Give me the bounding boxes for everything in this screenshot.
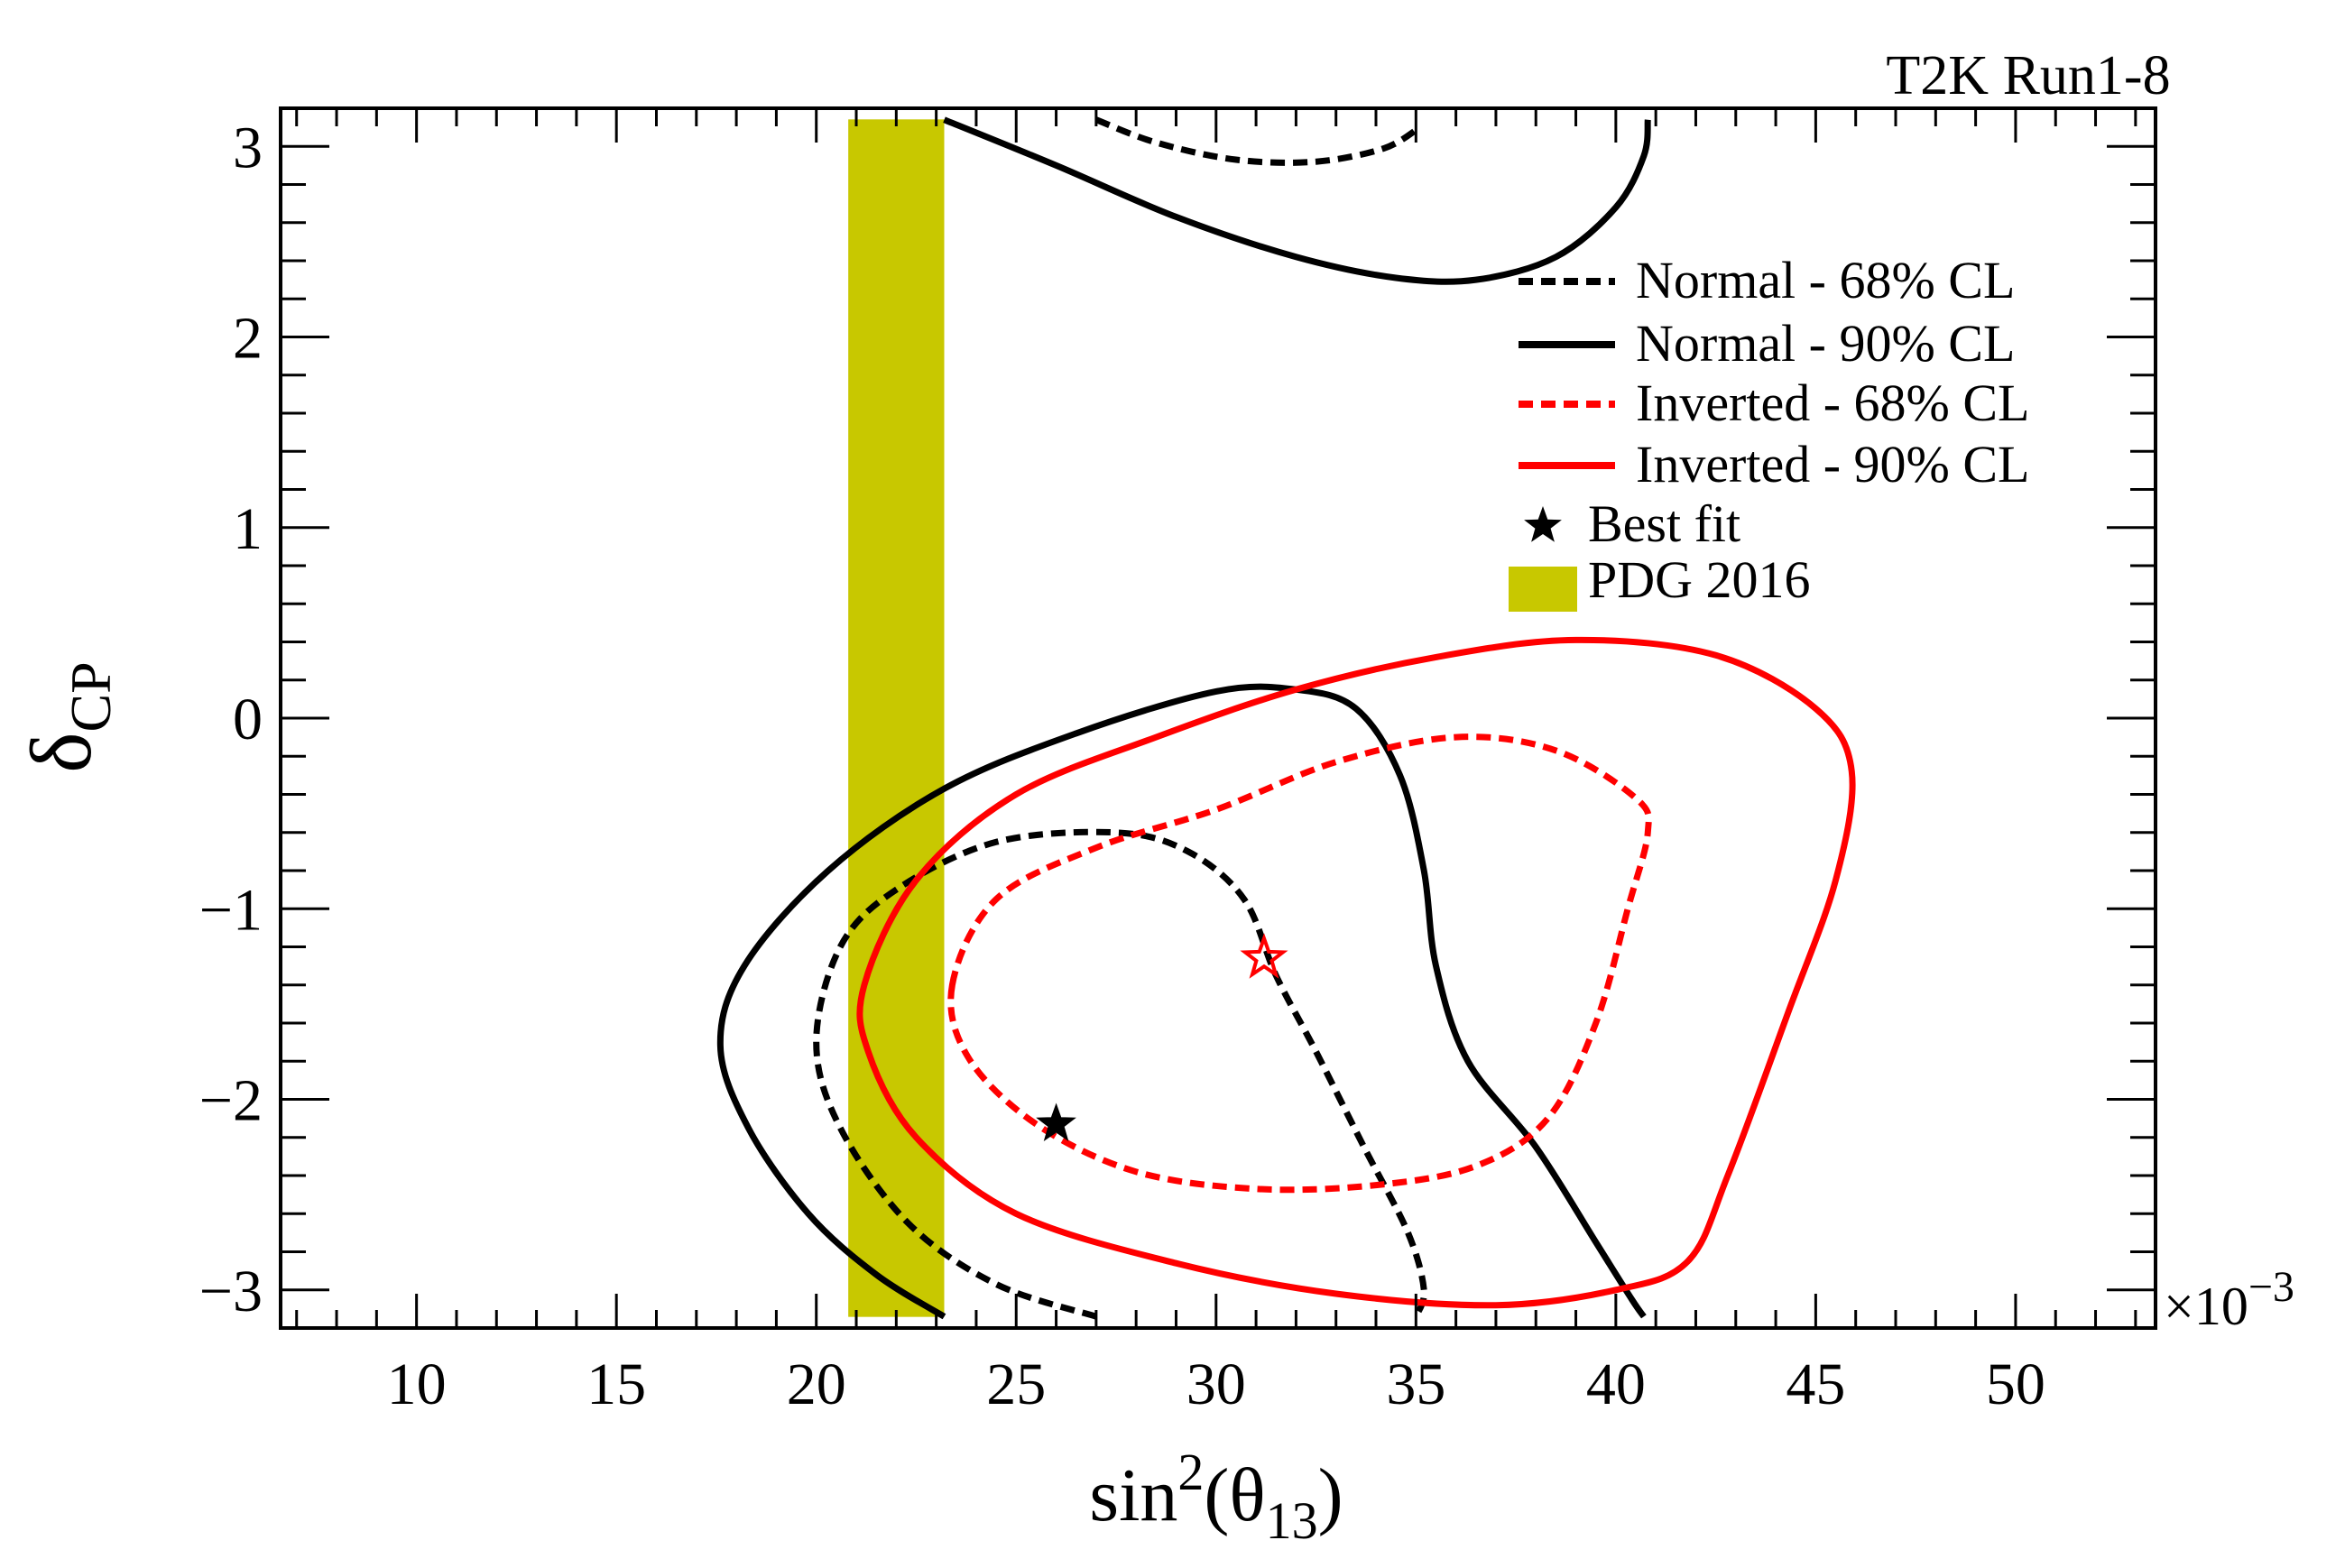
y-tick-label: 2 [233,306,263,372]
legend-label-pdg: PDG 2016 [1588,550,1811,609]
y-tick-label: −3 [199,1259,263,1324]
x-tick-label: 25 [986,1351,1046,1417]
y-tick-label: −1 [199,877,263,943]
x-tick-label: 15 [586,1351,646,1417]
x-multiplier-base: ×10 [2164,1277,2248,1336]
x-tick-label: 30 [1186,1351,1246,1417]
legend-entry-normal-68: Normal - 68% CL [1519,251,2015,309]
legend-swatch-pdg [1509,567,1577,612]
x-axis-multiplier: ×10−3 [2164,1263,2294,1336]
contour-inverted-68-cl [947,733,1652,1194]
x-tick-label: 10 [387,1351,447,1417]
y-axis-label: δCP [13,661,123,773]
legend-entry-inverted-68: Inverted - 68% CL [1519,374,2029,432]
legend-label-normal-90: Normal - 90% CL [1636,314,2015,373]
pdg-2016-band [848,119,945,1317]
y-tick-label: 1 [233,496,263,562]
x-label-sin: sin [1089,1453,1177,1537]
x-label-close: ) [1318,1453,1343,1537]
contour-normal-68-cl-upper [1094,116,1422,166]
axis-tick-labels: 10 15 20 25 30 35 40 45 50 −3 −2 −1 0 1 2 3 [199,115,2045,1417]
y-tick-label: −2 [199,1068,263,1134]
legend-entry-best-fit: Best fit [1524,494,1740,553]
x-tick-label: 45 [1786,1351,1845,1417]
best-fit-star-normal [1036,1102,1076,1141]
x-tick-label: 35 [1386,1351,1445,1417]
legend-entry-inverted-90: Inverted - 90% CL [1519,435,2029,493]
x-label-open: (θ [1204,1453,1265,1537]
x-axis-label: sin2(θ13) [1089,1443,1343,1550]
contour-layer [716,116,1856,1320]
legend-label-inverted-90: Inverted - 90% CL [1636,435,2029,493]
axis-ticks [281,106,2156,1330]
y-tick-label: 0 [233,687,263,752]
y-label-delta: δ [13,733,109,773]
legend-label-normal-68: Normal - 68% CL [1636,251,2015,309]
x-tick-label: 40 [1586,1351,1646,1417]
contour-normal-90-cl-upper [943,116,1651,285]
legend-entry-pdg: PDG 2016 [1509,550,1811,612]
contour-normal-68-cl-lower [813,828,1427,1320]
legend-entry-normal-90: Normal - 90% CL [1519,314,2015,373]
x-tick-label: 50 [1986,1351,2045,1417]
x-tick-label: 20 [787,1351,846,1417]
legend-label-best-fit: Best fit [1588,494,1740,553]
y-tick-label: 3 [233,115,263,180]
contour-normal-90-cl-lower [716,683,1647,1320]
x-label-sup: 2 [1177,1443,1204,1501]
y-label-sub: CP [59,661,123,732]
legend-label-inverted-68: Inverted - 68% CL [1636,374,2029,432]
x-multiplier-exponent: −3 [2248,1263,2294,1311]
chart-title: T2K Run1-8 [1886,45,2170,106]
contour-inverted-90-cl [856,636,1856,1309]
best-fit-markers [1036,933,1288,1141]
legend-star-icon [1524,506,1562,542]
x-label-sub: 13 [1266,1491,1318,1550]
legend: Normal - 68% CL Normal - 90% CL Inverted… [1509,251,2029,612]
best-fit-star-inverted [1240,933,1288,979]
